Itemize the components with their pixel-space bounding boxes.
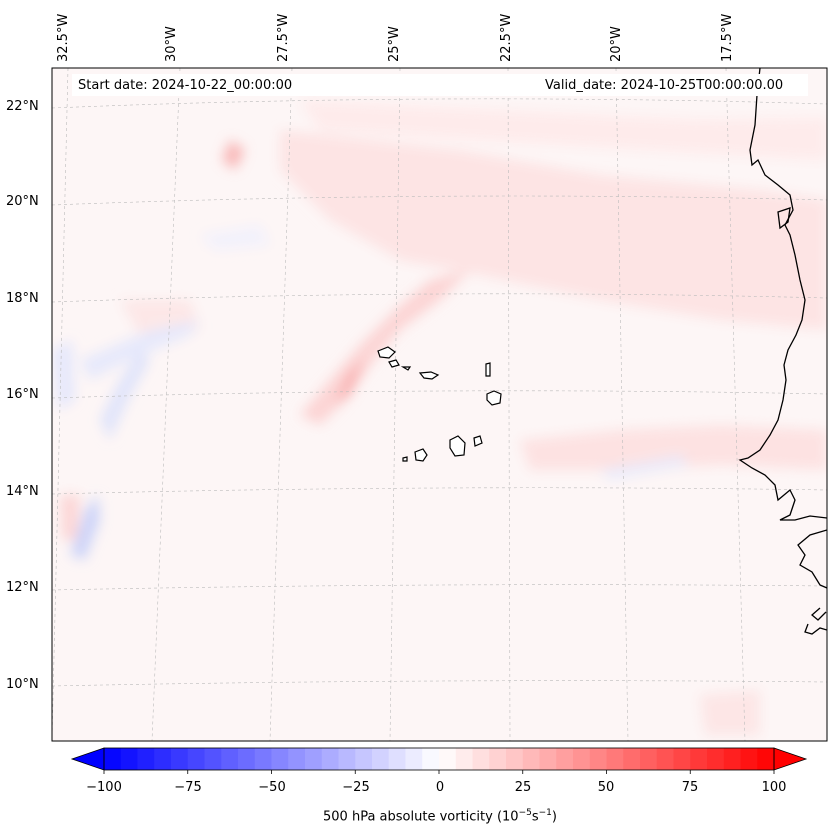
colorbar-ticks: [103, 770, 775, 774]
colorbar-cell: [606, 748, 624, 770]
colorbar-cell: [120, 748, 139, 770]
colorbar-cell: [439, 748, 457, 770]
colorbar-max-extension: [773, 747, 808, 771]
lon-label: 30°W: [164, 26, 179, 62]
colorbar-cell: [254, 748, 273, 770]
vorticity-field: [52, 68, 827, 741]
colorbar-cell: [489, 748, 507, 770]
lon-label: 22.5°W: [499, 13, 514, 62]
colorbar-cell: [506, 748, 524, 770]
colorbar-cell: [204, 748, 222, 770]
map-frame: [51, 67, 828, 742]
header-box: [72, 74, 808, 96]
cape-verde-islands: [377, 346, 502, 462]
vorticity-anomalies: [52, 100, 827, 735]
colorbar-cell: [422, 748, 440, 770]
colorbar-cell: [305, 748, 323, 770]
colorbar-cell: [623, 748, 641, 770]
lat-label: 12°N: [6, 580, 39, 595]
start-date-text: Start date: 2024-10-22_00:00:00: [78, 78, 293, 93]
lon-label: 32.5°W: [56, 13, 71, 62]
colorbar-cell: [707, 748, 725, 770]
colorbar-cell: [589, 748, 608, 770]
colorbar-cell: [472, 748, 490, 770]
colorbar-cell: [539, 748, 557, 770]
colorbar-cell: [372, 748, 390, 770]
lon-label: 25°W: [387, 26, 402, 62]
colorbar-cell: [757, 748, 775, 770]
colorbar-cell: [221, 748, 239, 770]
colorbar-cell: [355, 748, 373, 770]
colorbar-tick-label: −75: [174, 780, 202, 795]
colorbar-tick-label: 25: [514, 780, 532, 795]
graticule: [52, 68, 827, 741]
colorbar-cell: [154, 748, 172, 770]
colorbar-cell: [656, 748, 675, 770]
colorbar-cell: [455, 748, 474, 770]
colorbar-tick-label: −100: [86, 780, 122, 795]
colorbar-cell: [388, 748, 407, 770]
coastline: [738, 68, 827, 635]
lon-label: 20°W: [609, 26, 624, 62]
lat-label: 16°N: [6, 387, 39, 402]
lat-label: 10°N: [6, 677, 39, 692]
colorbar: [70, 747, 808, 771]
colorbar-cell: [104, 748, 122, 770]
colorbar-tick-label: 75: [681, 780, 699, 795]
colorbar-min-extension: [70, 747, 105, 771]
valid-date-text: Valid_date: 2024-10-25T00:00:00.00: [545, 78, 784, 93]
lat-label: 18°N: [6, 291, 39, 306]
colorbar-cell: [271, 748, 289, 770]
colorbar-cell: [673, 748, 691, 770]
colorbar-tick-label: 0: [435, 780, 445, 795]
colorbar-cell: [137, 748, 155, 770]
colorbar-cell: [238, 748, 256, 770]
colorbar-tick-label: −50: [258, 780, 286, 795]
colorbar-tick-label: 100: [761, 780, 787, 795]
lon-label: 17.5°W: [720, 13, 735, 62]
colorbar-cell: [321, 748, 340, 770]
colorbar-cell: [740, 748, 758, 770]
colorbar-tick-label: 50: [597, 780, 615, 795]
colorbar-cell: [690, 748, 708, 770]
colorbar-cell: [288, 748, 306, 770]
colorbar-cell: [338, 748, 356, 770]
colorbar-cell: [187, 748, 206, 770]
colorbar-cell: [723, 748, 742, 770]
colorbar-cell: [171, 748, 189, 770]
colorbar-cell: [573, 748, 591, 770]
colorbar-cell: [640, 748, 658, 770]
lon-label: 27.5°W: [276, 13, 291, 62]
colorbar-label: 500 hPa absolute vorticity (10−5s−1): [323, 808, 557, 825]
lat-label: 14°N: [6, 484, 39, 499]
colorbar-cell: [556, 748, 574, 770]
colorbar-tick-label: −25: [342, 780, 370, 795]
lat-label: 20°N: [6, 194, 39, 209]
lat-label: 22°N: [6, 99, 39, 114]
colorbar-cell: [405, 748, 423, 770]
colorbar-cell: [522, 748, 541, 770]
